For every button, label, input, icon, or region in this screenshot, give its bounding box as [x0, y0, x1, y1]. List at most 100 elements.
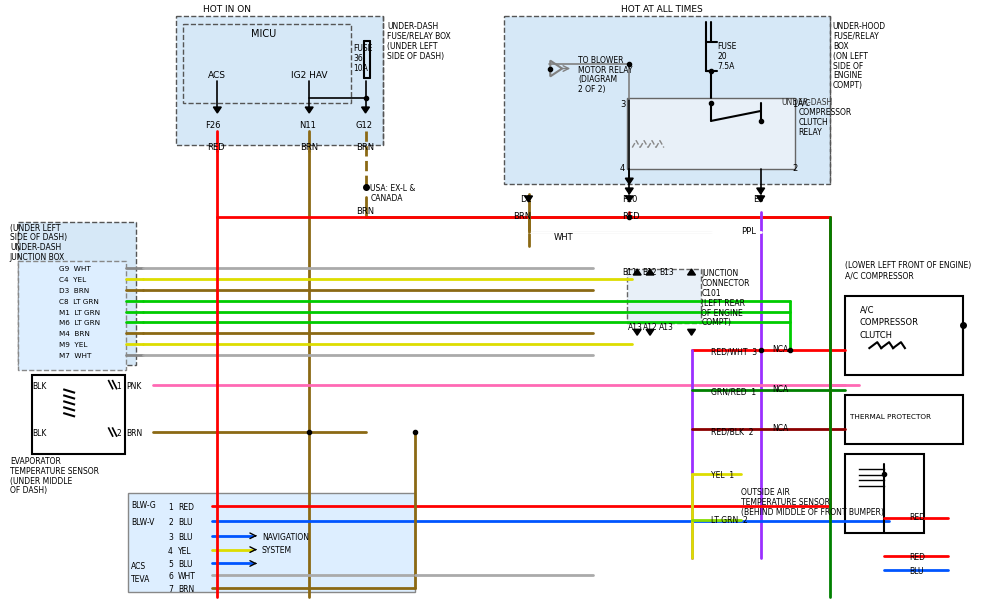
Text: E8: E8 — [753, 195, 763, 204]
Polygon shape — [625, 188, 633, 194]
Text: A13: A13 — [628, 323, 643, 332]
Polygon shape — [688, 269, 695, 275]
Polygon shape — [625, 178, 633, 184]
Text: RED: RED — [909, 513, 925, 522]
Text: SYSTEM: SYSTEM — [262, 545, 292, 554]
Text: PNK: PNK — [126, 382, 142, 391]
Text: ACS: ACS — [131, 562, 147, 571]
Text: NCA: NCA — [772, 345, 789, 354]
Text: ENGINE: ENGINE — [833, 71, 862, 80]
Text: 7: 7 — [168, 585, 173, 594]
Text: FUSE: FUSE — [354, 44, 373, 53]
Text: C101: C101 — [701, 289, 721, 298]
Text: UNDER-DASH: UNDER-DASH — [387, 22, 439, 31]
Text: CONNECTOR: CONNECTOR — [701, 279, 750, 288]
Text: OUTSIDE AIR: OUTSIDE AIR — [741, 489, 790, 497]
Text: 3: 3 — [168, 533, 173, 542]
Text: BLK: BLK — [33, 429, 47, 438]
Text: BRN: BRN — [178, 585, 194, 594]
Text: BRN: BRN — [356, 143, 374, 152]
Text: BOX: BOX — [833, 42, 848, 51]
Bar — [504, 16, 830, 184]
Bar — [627, 98, 795, 169]
Polygon shape — [625, 196, 633, 202]
Text: RED: RED — [207, 143, 225, 152]
Text: D1: D1 — [521, 195, 532, 204]
Text: COMPRESSOR: COMPRESSOR — [859, 318, 918, 327]
Text: M6  LT GRN: M6 LT GRN — [59, 321, 100, 326]
Text: A/C COMPRESSOR: A/C COMPRESSOR — [845, 271, 913, 280]
Text: BRN: BRN — [126, 429, 143, 438]
Polygon shape — [525, 196, 532, 202]
Text: OF DASH): OF DASH) — [10, 486, 47, 495]
Text: 1: 1 — [168, 503, 173, 512]
Text: A12: A12 — [643, 323, 658, 332]
Text: NAVIGATION: NAVIGATION — [262, 533, 309, 542]
Text: G12: G12 — [356, 121, 373, 130]
Text: BLU: BLU — [178, 561, 192, 570]
Text: TO BLOWER: TO BLOWER — [578, 56, 623, 65]
Bar — [845, 296, 963, 374]
Bar — [176, 16, 383, 144]
Text: COMPRESSOR: COMPRESSOR — [798, 108, 851, 117]
Text: YEL: YEL — [178, 547, 191, 556]
Text: (LOWER LEFT FRONT OF ENGINE): (LOWER LEFT FRONT OF ENGINE) — [845, 261, 971, 270]
Text: UNDER-DASH: UNDER-DASH — [782, 98, 833, 107]
Text: BLU: BLU — [178, 518, 192, 527]
Text: (UNDER LEFT: (UNDER LEFT — [387, 42, 438, 51]
Polygon shape — [633, 269, 641, 275]
Text: 2: 2 — [117, 429, 121, 438]
Bar — [845, 394, 963, 444]
Text: M9  YEL: M9 YEL — [59, 342, 88, 348]
Polygon shape — [757, 188, 765, 194]
Text: (UNDER MIDDLE: (UNDER MIDDLE — [10, 477, 72, 486]
Text: D3  BRN: D3 BRN — [59, 288, 90, 294]
Text: M1  LT GRN: M1 LT GRN — [59, 310, 100, 315]
Text: 10A: 10A — [354, 63, 369, 72]
Text: RED: RED — [178, 503, 194, 512]
Text: CLUTCH: CLUTCH — [859, 332, 892, 340]
Text: YEL  1: YEL 1 — [711, 471, 734, 480]
Text: COMPT): COMPT) — [701, 318, 731, 327]
Text: G9  WHT: G9 WHT — [59, 266, 91, 272]
Text: JUNCTION: JUNCTION — [701, 269, 739, 278]
Text: MOTOR RELAY: MOTOR RELAY — [578, 66, 632, 74]
Text: USA: EX-L &: USA: EX-L & — [370, 184, 416, 193]
Text: (ON LEFT: (ON LEFT — [833, 52, 868, 61]
Text: 20: 20 — [717, 52, 727, 61]
Bar — [627, 269, 701, 323]
Text: NCA: NCA — [772, 424, 789, 433]
Text: CLUTCH: CLUTCH — [798, 118, 828, 127]
Text: RED/WHT  3: RED/WHT 3 — [711, 347, 757, 356]
Text: 7.5A: 7.5A — [717, 62, 735, 71]
Text: SIDE OF: SIDE OF — [833, 62, 863, 71]
Text: F20: F20 — [622, 195, 638, 204]
Bar — [18, 222, 136, 365]
Text: BRN: BRN — [356, 207, 374, 216]
Text: BLK: BLK — [33, 382, 47, 391]
Text: ACS: ACS — [207, 71, 225, 80]
Text: C8  LT GRN: C8 LT GRN — [59, 299, 99, 304]
Polygon shape — [688, 329, 695, 335]
Bar — [183, 24, 351, 103]
Text: TEVA: TEVA — [131, 576, 151, 584]
Text: CANADA: CANADA — [370, 194, 403, 203]
Text: (LEFT REAR: (LEFT REAR — [701, 299, 745, 307]
Text: 4: 4 — [620, 164, 625, 173]
Text: RED: RED — [622, 212, 640, 221]
Text: MICU: MICU — [251, 29, 276, 39]
Text: BRN: BRN — [300, 143, 318, 152]
Text: 2: 2 — [792, 164, 797, 173]
Text: RED: RED — [909, 553, 925, 562]
Text: FUSE/RELAY BOX: FUSE/RELAY BOX — [387, 32, 451, 41]
Text: B11: B11 — [622, 268, 637, 277]
Text: A13: A13 — [659, 323, 674, 332]
Text: UNDER-HOOD: UNDER-HOOD — [833, 22, 886, 31]
Text: (DIAGRAM: (DIAGRAM — [578, 76, 617, 85]
Polygon shape — [213, 107, 221, 113]
Text: RELAY: RELAY — [798, 128, 822, 137]
Bar — [128, 493, 415, 592]
Text: 6: 6 — [168, 573, 173, 581]
Text: SIDE OF DASH): SIDE OF DASH) — [10, 234, 67, 242]
Polygon shape — [757, 196, 765, 202]
